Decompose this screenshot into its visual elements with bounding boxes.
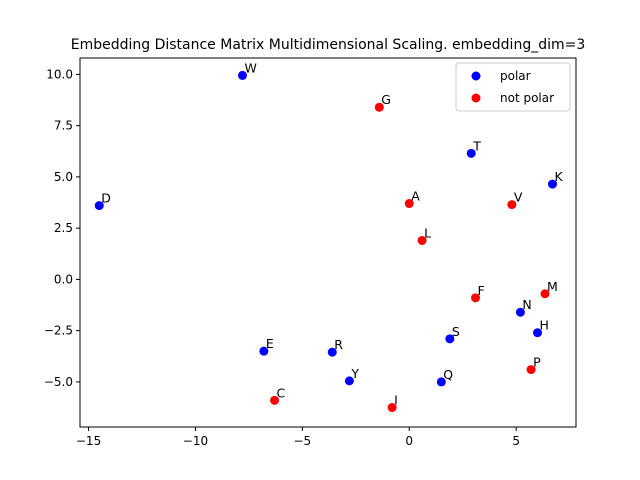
legend-label-polar: polar xyxy=(500,69,531,83)
point-polar-Q xyxy=(436,377,446,387)
x-tick-label: −5 xyxy=(293,434,311,448)
x-tick-label: 5 xyxy=(512,434,520,448)
point-label: H xyxy=(540,318,549,333)
point-polar-Y xyxy=(344,376,354,386)
point-label: I xyxy=(394,393,398,408)
point-polar-E xyxy=(259,346,269,356)
point-polar-T xyxy=(466,148,476,158)
point-label: P xyxy=(533,355,541,370)
point-label: W xyxy=(244,60,256,75)
point-polar-H xyxy=(533,328,543,338)
point-label: G xyxy=(381,92,391,107)
y-tick-label: 10.0 xyxy=(46,67,73,81)
point-polar-W xyxy=(237,70,247,80)
legend-marker-not-polar xyxy=(471,93,481,103)
point-label: S xyxy=(452,324,460,339)
point-label: M xyxy=(547,279,558,294)
y-tick-label: 5.0 xyxy=(54,170,73,184)
legend-label-not-polar: not polar xyxy=(500,91,554,105)
point-label: C xyxy=(277,385,286,400)
point-not-polar-A xyxy=(404,199,414,209)
point-label: Y xyxy=(350,366,359,381)
point-label: T xyxy=(472,138,481,153)
x-tick-label: −10 xyxy=(183,434,208,448)
point-not-polar-C xyxy=(270,395,280,405)
point-polar-N xyxy=(515,307,525,317)
point-polar-S xyxy=(445,334,455,344)
y-tick-label: 2.5 xyxy=(54,221,73,235)
point-label: V xyxy=(514,190,523,205)
y-axis: −5.0 −2.5 0.0 2.5 5.0 7.5 10.0 xyxy=(44,67,80,389)
point-label: Q xyxy=(443,367,453,382)
y-tick-label: 0.0 xyxy=(54,272,73,286)
y-tick-label: 7.5 xyxy=(54,119,73,133)
legend: polar not polar xyxy=(455,62,571,112)
scatter-points: W D T K NH S E RY Q G A V L F M P C I xyxy=(94,60,563,413)
point-not-polar-F xyxy=(471,293,481,303)
point-label: E xyxy=(266,336,274,351)
point-not-polar-V xyxy=(507,200,517,210)
chart-title: Embedding Distance Matrix Multidimension… xyxy=(71,37,586,53)
point-not-polar-M xyxy=(540,289,550,299)
y-tick-label: −5.0 xyxy=(44,375,73,389)
x-axis: −15 −10 −5 0 5 xyxy=(76,427,520,448)
point-label: F xyxy=(478,283,485,298)
point-polar-R xyxy=(327,347,337,357)
legend-box xyxy=(455,62,571,112)
plot-area: −15 −10 −5 0 5 −5.0 −2.5 0.0 2.5 5.0 7.5 10.0 W D T K… xyxy=(44,57,577,448)
legend-marker-polar xyxy=(471,71,481,81)
axes-frame xyxy=(79,57,577,428)
point-label: N xyxy=(522,297,531,312)
point-polar-K xyxy=(547,179,557,189)
point-label: D xyxy=(101,191,111,206)
y-tick-label: −2.5 xyxy=(44,324,73,338)
point-label: K xyxy=(554,169,563,184)
point-label: L xyxy=(424,225,431,240)
point-not-polar-P xyxy=(526,365,536,375)
x-tick-label: 0 xyxy=(405,434,413,448)
point-not-polar-I xyxy=(387,403,397,413)
point-not-polar-L xyxy=(417,235,427,245)
point-label: A xyxy=(411,189,420,204)
point-polar-D xyxy=(94,201,104,211)
x-tick-label: −15 xyxy=(76,434,101,448)
point-not-polar-G xyxy=(374,102,384,112)
point-label: R xyxy=(334,337,343,352)
